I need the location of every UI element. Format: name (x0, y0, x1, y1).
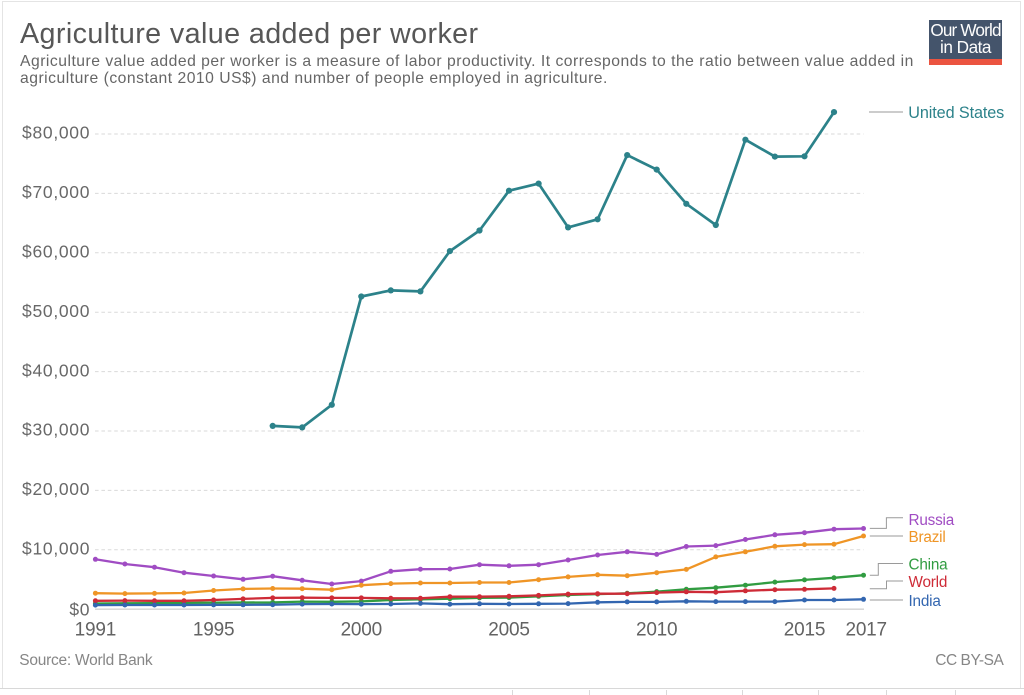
svg-text:Russia: Russia (909, 512, 955, 529)
svg-text:2010: 2010 (636, 619, 677, 640)
svg-text:United States: United States (908, 104, 1004, 122)
svg-text:$50,000: $50,000 (22, 301, 90, 321)
svg-text:$60,000: $60,000 (22, 242, 90, 262)
svg-text:$10,000: $10,000 (22, 539, 90, 559)
svg-text:$80,000: $80,000 (22, 123, 90, 143)
svg-text:$20,000: $20,000 (22, 479, 90, 499)
svg-text:2005: 2005 (488, 619, 529, 640)
svg-text:$40,000: $40,000 (22, 360, 90, 380)
svg-text:1991: 1991 (75, 619, 116, 640)
svg-text:India: India (909, 593, 942, 610)
svg-text:$70,000: $70,000 (22, 182, 90, 202)
svg-text:$30,000: $30,000 (22, 420, 90, 440)
svg-text:1995: 1995 (193, 619, 234, 640)
svg-text:2000: 2000 (341, 619, 382, 640)
svg-text:$0: $0 (69, 599, 90, 619)
svg-text:2017: 2017 (845, 619, 886, 640)
svg-text:China: China (909, 557, 949, 574)
svg-text:World: World (909, 574, 948, 591)
svg-text:2015: 2015 (784, 619, 825, 640)
svg-text:Brazil: Brazil (909, 529, 946, 546)
